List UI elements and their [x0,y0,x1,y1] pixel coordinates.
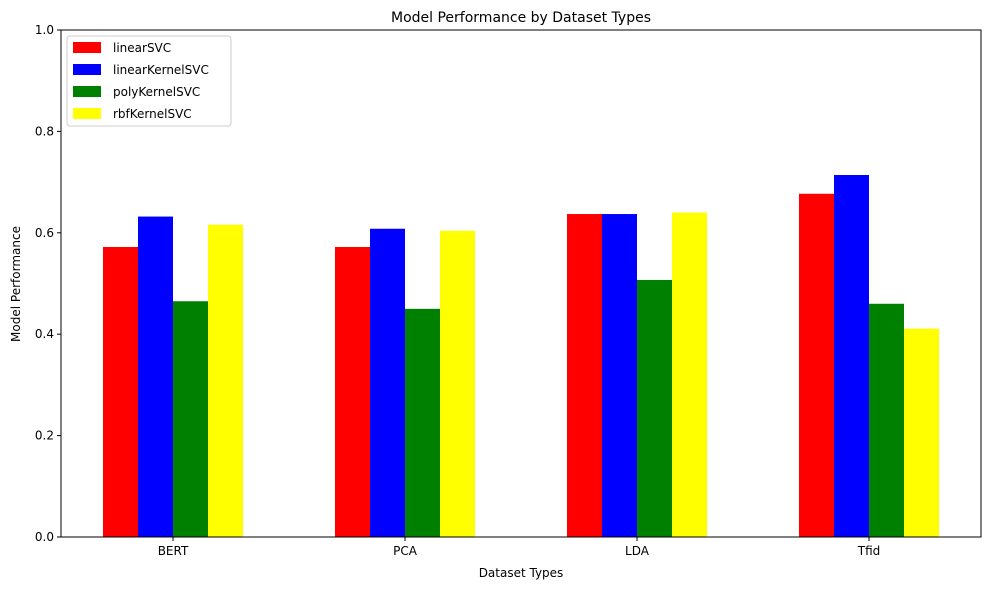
bar-rbfKernelSVC-PCA [440,230,475,537]
plot-frame [60,29,982,538]
y-tick-label: 0.2 [35,429,54,443]
x-tick-label-PCA: PCA [393,544,418,558]
bar-linearKernelSVC-BERT [138,216,173,538]
y-tick-label: 0.0 [35,530,54,544]
y-axis-label: Model Performance [9,226,23,342]
legend-swatch-polyKernelSVC [73,86,101,97]
legend-box [66,35,232,127]
bar-rbfKernelSVC-Tfid [904,328,939,537]
chart-title: Model Performance by Dataset Types [391,10,651,26]
bar-polyKernelSVC-PCA [405,308,440,537]
y-tick-label: 0.8 [35,124,54,138]
x-tick-label-LDA: LDA [625,544,650,558]
y-axis: 0.0 0.2 0.4 0.6 0.8 1.0 [35,23,61,544]
x-tick-label-BERT: BERT [158,544,189,558]
bar-linearKernelSVC-PCA [370,228,405,537]
y-tick-label: 1.0 [35,23,54,37]
x-axis: BERT PCA LDA Tfid [158,537,881,558]
bar-linearSVC-LDA [567,214,602,537]
legend-swatch-rbfKernelSVC [73,108,101,119]
bar-linearSVC-BERT [103,246,138,537]
legend-label-linearKernelSVC: linearKernelSVC [113,63,209,77]
legend-swatch-linearKernelSVC [73,64,101,75]
bar-linearSVC-PCA [335,246,370,537]
bar-linearKernelSVC-Tfid [834,175,869,537]
y-tick-label: 0.4 [35,327,54,341]
bar-polyKernelSVC-Tfid [869,303,904,537]
bar-linearSVC-Tfid [799,193,834,538]
y-tick-label: 0.6 [35,226,54,240]
legend-swatch-linearSVC [73,42,101,53]
bar-polyKernelSVC-LDA [637,279,672,537]
bar-polyKernelSVC-BERT [173,301,208,537]
x-tick-label-Tfid: Tfid [857,544,881,558]
legend: linearSVC linearKernelSVC polyKernelSVC rbf… [66,35,232,127]
legend-label-polyKernelSVC: polyKernelSVC [113,85,200,99]
bar-linearKernelSVC-LDA [602,214,637,537]
bar-rbfKernelSVC-BERT [208,224,243,538]
bar-rbfKernelSVC-LDA [672,212,707,537]
x-axis-label: Dataset Types [479,566,564,580]
legend-entries: linearSVC linearKernelSVC polyKernelSVC rbf… [73,41,209,121]
legend-label-linearSVC: linearSVC [113,41,171,55]
bars-group [103,175,939,538]
legend-label-rbfKernelSVC: rbfKernelSVC [113,107,192,121]
